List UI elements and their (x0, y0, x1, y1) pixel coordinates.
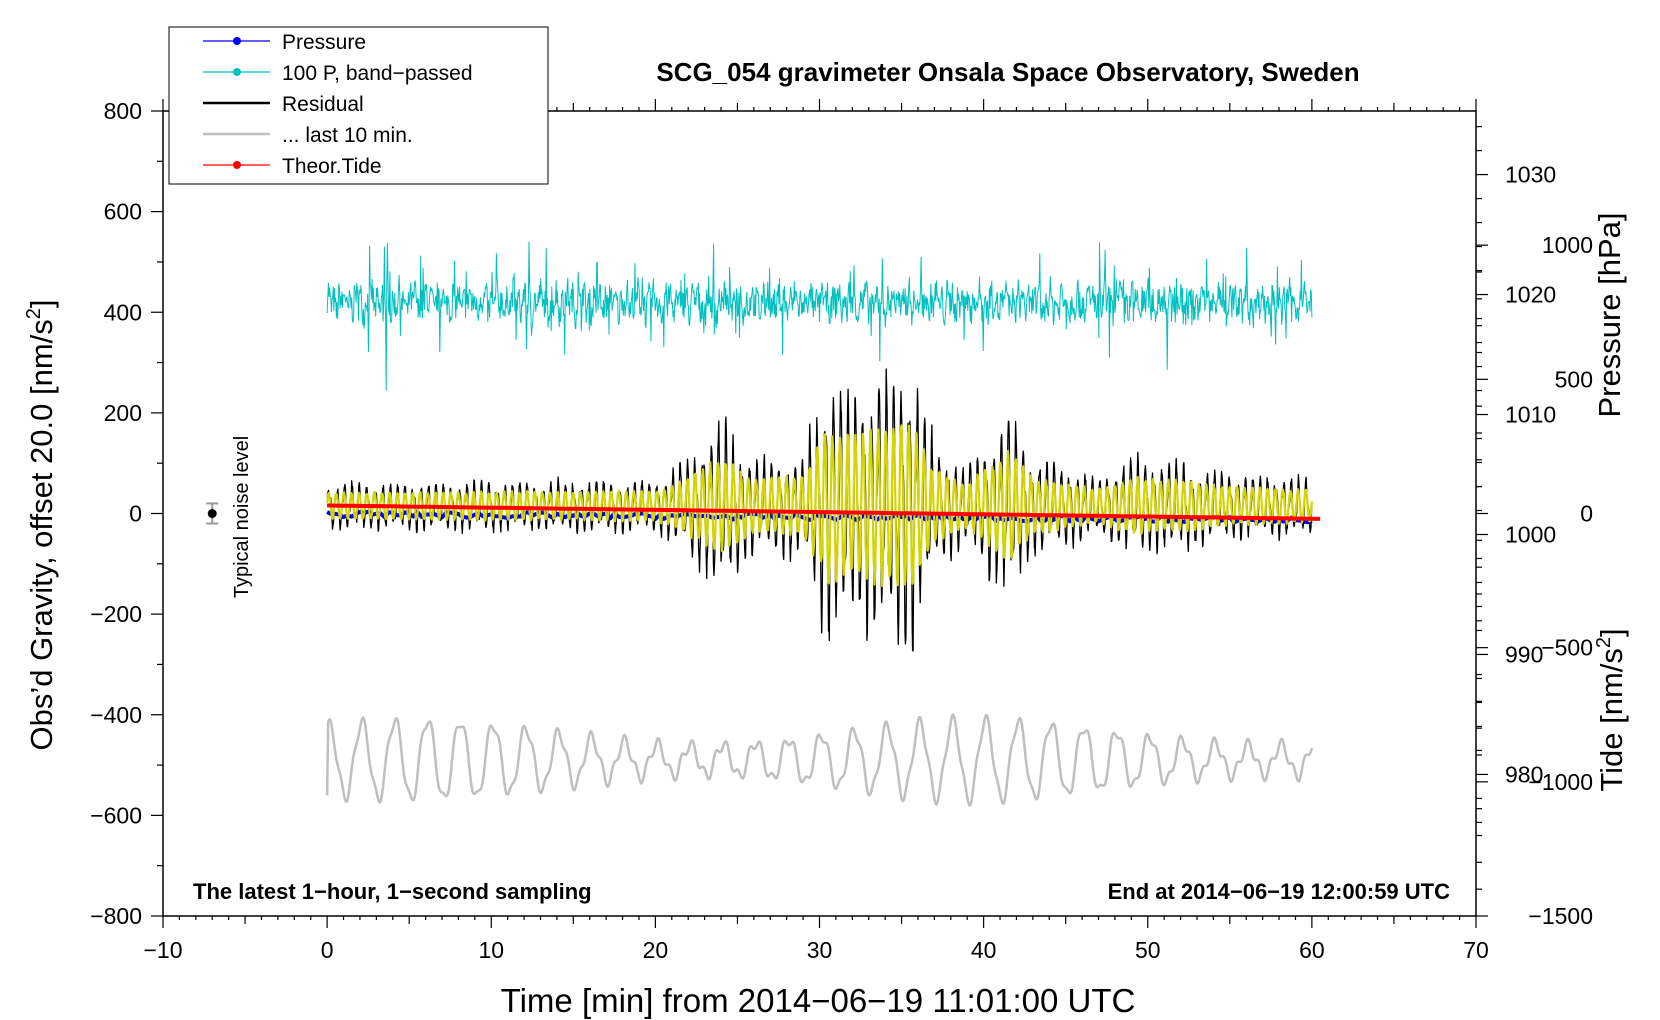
tide-tick-label: 500 (1555, 366, 1593, 392)
series-layer (325, 241, 1321, 807)
pressure-tick-label: 1000 (1505, 521, 1556, 547)
y-tick-label: −200 (90, 601, 142, 627)
y-tick-label: −800 (90, 903, 142, 929)
noise-level-label: Typical noise level (231, 436, 253, 598)
legend-label: ... last 10 min. (282, 124, 413, 147)
tide-tick-label: −1500 (1528, 903, 1593, 929)
y-tick-label: 400 (104, 299, 142, 325)
bandpassed-pressure-line (326, 241, 1313, 391)
residual-filtered-line (326, 424, 1313, 588)
last-10-min-line (325, 713, 1314, 807)
x-tick-label: 20 (643, 937, 669, 963)
y-tick-label: 800 (104, 98, 142, 124)
theor-tide-line (327, 503, 1321, 521)
y-axis-label-left: Obs’d Gravity, offset 20.0 [nm/s2] (23, 299, 59, 750)
legend: Pressure 100 P, band−passed Residual ... la… (168, 26, 549, 185)
y-axis-label-tide-sup: 2 (1593, 637, 1615, 648)
pressure-tick-label: 980 (1505, 761, 1543, 787)
legend-label: 100 P, band−passed (282, 62, 473, 85)
x-tick-label: 50 (1135, 937, 1161, 963)
y-axis-label-left-main: Obs’d Gravity, offset 20.0 [nm/s (24, 319, 59, 750)
pressure-tick-label: 1010 (1505, 402, 1556, 428)
y-axis-label-left-sup: 2 (23, 308, 45, 319)
x-axis-label: Time [min] from 2014−06−19 11:01:00 UTC (501, 982, 1136, 1019)
x-tick-label: 60 (1299, 937, 1325, 963)
y-axis-label-tide: Tide [nm/s2] (1593, 628, 1629, 791)
x-tick-label: 70 (1463, 937, 1489, 963)
legend-marker (233, 68, 241, 76)
legend-box (168, 26, 549, 185)
y-tick-label: 0 (129, 501, 142, 527)
x-tick-label: 0 (321, 937, 334, 963)
footer-left-note: The latest 1−hour, 1−second sampling (193, 879, 592, 904)
legend-label: Pressure (282, 31, 366, 54)
noise-level-indicator: Typical noise level (206, 436, 253, 598)
noise-dot (207, 509, 217, 518)
y-tick-label: −400 (90, 702, 142, 728)
tide-tick-label: −500 (1541, 635, 1593, 661)
y-tick-label: 600 (104, 199, 142, 225)
legend-marker (233, 161, 241, 169)
y-axis-label-left-tail: ] (24, 299, 59, 308)
y-axis-label-tide-main: Tide [nm/s (1594, 648, 1629, 792)
y-axis-label-pressure: Pressure [hPa] (1592, 212, 1627, 417)
pressure-tick-label: 990 (1505, 641, 1543, 667)
x-tick-label: 10 (478, 937, 504, 963)
tide-tick-label: 0 (1580, 501, 1593, 527)
legend-label: Theor.Tide (282, 155, 382, 178)
tide-tick-label: 1000 (1542, 232, 1593, 258)
x-tick-label: −10 (143, 937, 182, 963)
pressure-tick-label: 1020 (1505, 282, 1556, 308)
x-tick-label: 40 (971, 937, 997, 963)
pressure-tick-label: 1030 (1505, 162, 1556, 188)
chart-title: SCG_054 gravimeter Onsala Space Observat… (656, 57, 1359, 87)
legend-marker (233, 37, 241, 45)
y-tick-label: 200 (104, 400, 142, 426)
legend-label: Residual (282, 93, 364, 116)
tide-tick-label: −1000 (1528, 769, 1593, 795)
plot-frame (162, 110, 1477, 917)
y-axis-label-tide-tail: ] (1594, 628, 1629, 637)
footer-right-note: End at 2014−06−19 12:00:59 UTC (1108, 879, 1451, 904)
x-tick-label: 30 (807, 937, 833, 963)
y-tick-label: −600 (90, 802, 142, 828)
